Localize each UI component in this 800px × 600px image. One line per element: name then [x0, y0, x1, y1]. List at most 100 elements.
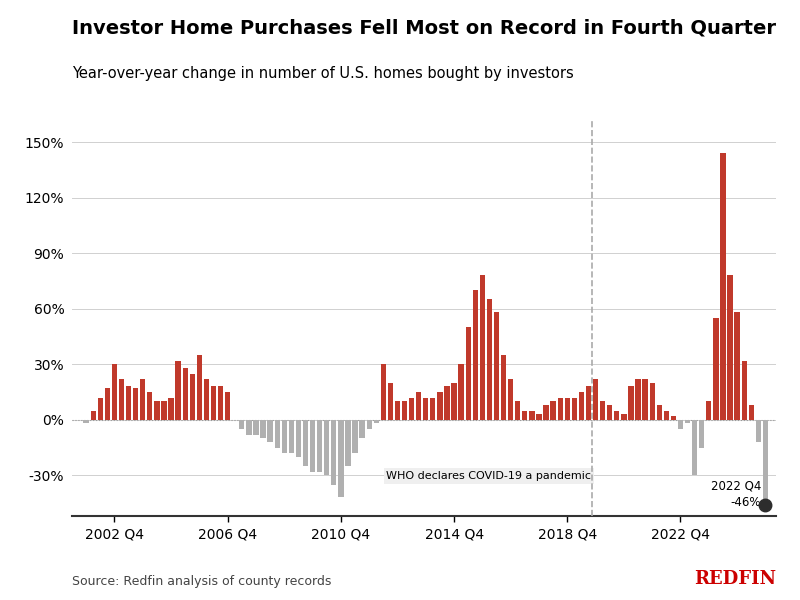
- Bar: [600, 401, 606, 420]
- Bar: [614, 410, 619, 420]
- Bar: [395, 401, 400, 420]
- Bar: [402, 401, 407, 420]
- Bar: [642, 379, 648, 420]
- Bar: [720, 154, 726, 420]
- Bar: [543, 405, 549, 420]
- Bar: [657, 405, 662, 420]
- Text: 2022 Q4
-46%: 2022 Q4 -46%: [710, 480, 761, 509]
- Bar: [140, 379, 146, 420]
- Bar: [749, 405, 754, 420]
- Bar: [218, 386, 223, 420]
- Bar: [522, 410, 527, 420]
- Bar: [714, 318, 718, 420]
- Bar: [486, 299, 492, 420]
- Bar: [473, 290, 478, 420]
- Bar: [282, 420, 287, 453]
- Bar: [260, 420, 266, 438]
- Bar: [112, 364, 117, 420]
- Bar: [169, 398, 174, 420]
- Bar: [133, 388, 138, 420]
- Bar: [267, 420, 273, 442]
- Bar: [692, 420, 698, 475]
- Bar: [558, 398, 563, 420]
- Bar: [530, 410, 534, 420]
- Bar: [628, 386, 634, 420]
- Bar: [586, 386, 591, 420]
- Bar: [204, 379, 209, 420]
- Bar: [565, 398, 570, 420]
- Bar: [352, 420, 358, 453]
- Bar: [727, 275, 733, 420]
- Bar: [685, 420, 690, 424]
- Bar: [607, 405, 612, 420]
- Bar: [756, 420, 761, 442]
- Bar: [388, 383, 393, 420]
- Text: Source: Redfin analysis of county records: Source: Redfin analysis of county record…: [72, 575, 331, 588]
- Bar: [451, 383, 457, 420]
- Bar: [317, 420, 322, 472]
- Text: Year-over-year change in number of U.S. homes bought by investors: Year-over-year change in number of U.S. …: [72, 66, 574, 81]
- Bar: [416, 392, 422, 420]
- Text: Investor Home Purchases Fell Most on Record in Fourth Quarter: Investor Home Purchases Fell Most on Rec…: [72, 18, 776, 37]
- Bar: [508, 379, 514, 420]
- Bar: [458, 364, 464, 420]
- Bar: [324, 420, 330, 475]
- Bar: [359, 420, 365, 438]
- Bar: [147, 392, 153, 420]
- Bar: [742, 361, 747, 420]
- Bar: [430, 398, 435, 420]
- Bar: [578, 392, 584, 420]
- Bar: [536, 414, 542, 420]
- Bar: [162, 401, 166, 420]
- Bar: [678, 420, 683, 429]
- Bar: [664, 410, 669, 420]
- Bar: [734, 313, 740, 420]
- Bar: [126, 386, 131, 420]
- Bar: [239, 420, 245, 429]
- Bar: [90, 410, 96, 420]
- Bar: [98, 398, 103, 420]
- Bar: [289, 420, 294, 453]
- Bar: [331, 420, 337, 485]
- Bar: [303, 420, 308, 466]
- Bar: [274, 420, 280, 448]
- Bar: [175, 361, 181, 420]
- Bar: [254, 420, 258, 434]
- Bar: [635, 379, 641, 420]
- Bar: [366, 420, 372, 429]
- Text: REDFIN: REDFIN: [694, 570, 776, 588]
- Bar: [706, 401, 711, 420]
- Bar: [699, 420, 704, 448]
- Bar: [515, 401, 521, 420]
- Bar: [346, 420, 350, 466]
- Bar: [762, 420, 768, 505]
- Bar: [466, 327, 471, 420]
- Bar: [381, 364, 386, 420]
- Bar: [650, 383, 655, 420]
- Bar: [190, 374, 195, 420]
- Bar: [501, 355, 506, 420]
- Bar: [622, 414, 626, 420]
- Bar: [550, 401, 556, 420]
- Bar: [119, 379, 124, 420]
- Bar: [494, 313, 499, 420]
- Bar: [154, 401, 159, 420]
- Bar: [670, 416, 676, 420]
- Bar: [374, 420, 379, 424]
- Bar: [211, 386, 216, 420]
- Bar: [296, 420, 301, 457]
- Bar: [409, 398, 414, 420]
- Bar: [593, 379, 598, 420]
- Bar: [225, 392, 230, 420]
- Bar: [423, 398, 429, 420]
- Bar: [83, 420, 89, 424]
- Bar: [310, 420, 315, 472]
- Bar: [438, 392, 442, 420]
- Bar: [182, 368, 188, 420]
- Bar: [105, 388, 110, 420]
- Bar: [480, 275, 485, 420]
- Bar: [572, 398, 577, 420]
- Bar: [246, 420, 251, 434]
- Bar: [197, 355, 202, 420]
- Bar: [444, 386, 450, 420]
